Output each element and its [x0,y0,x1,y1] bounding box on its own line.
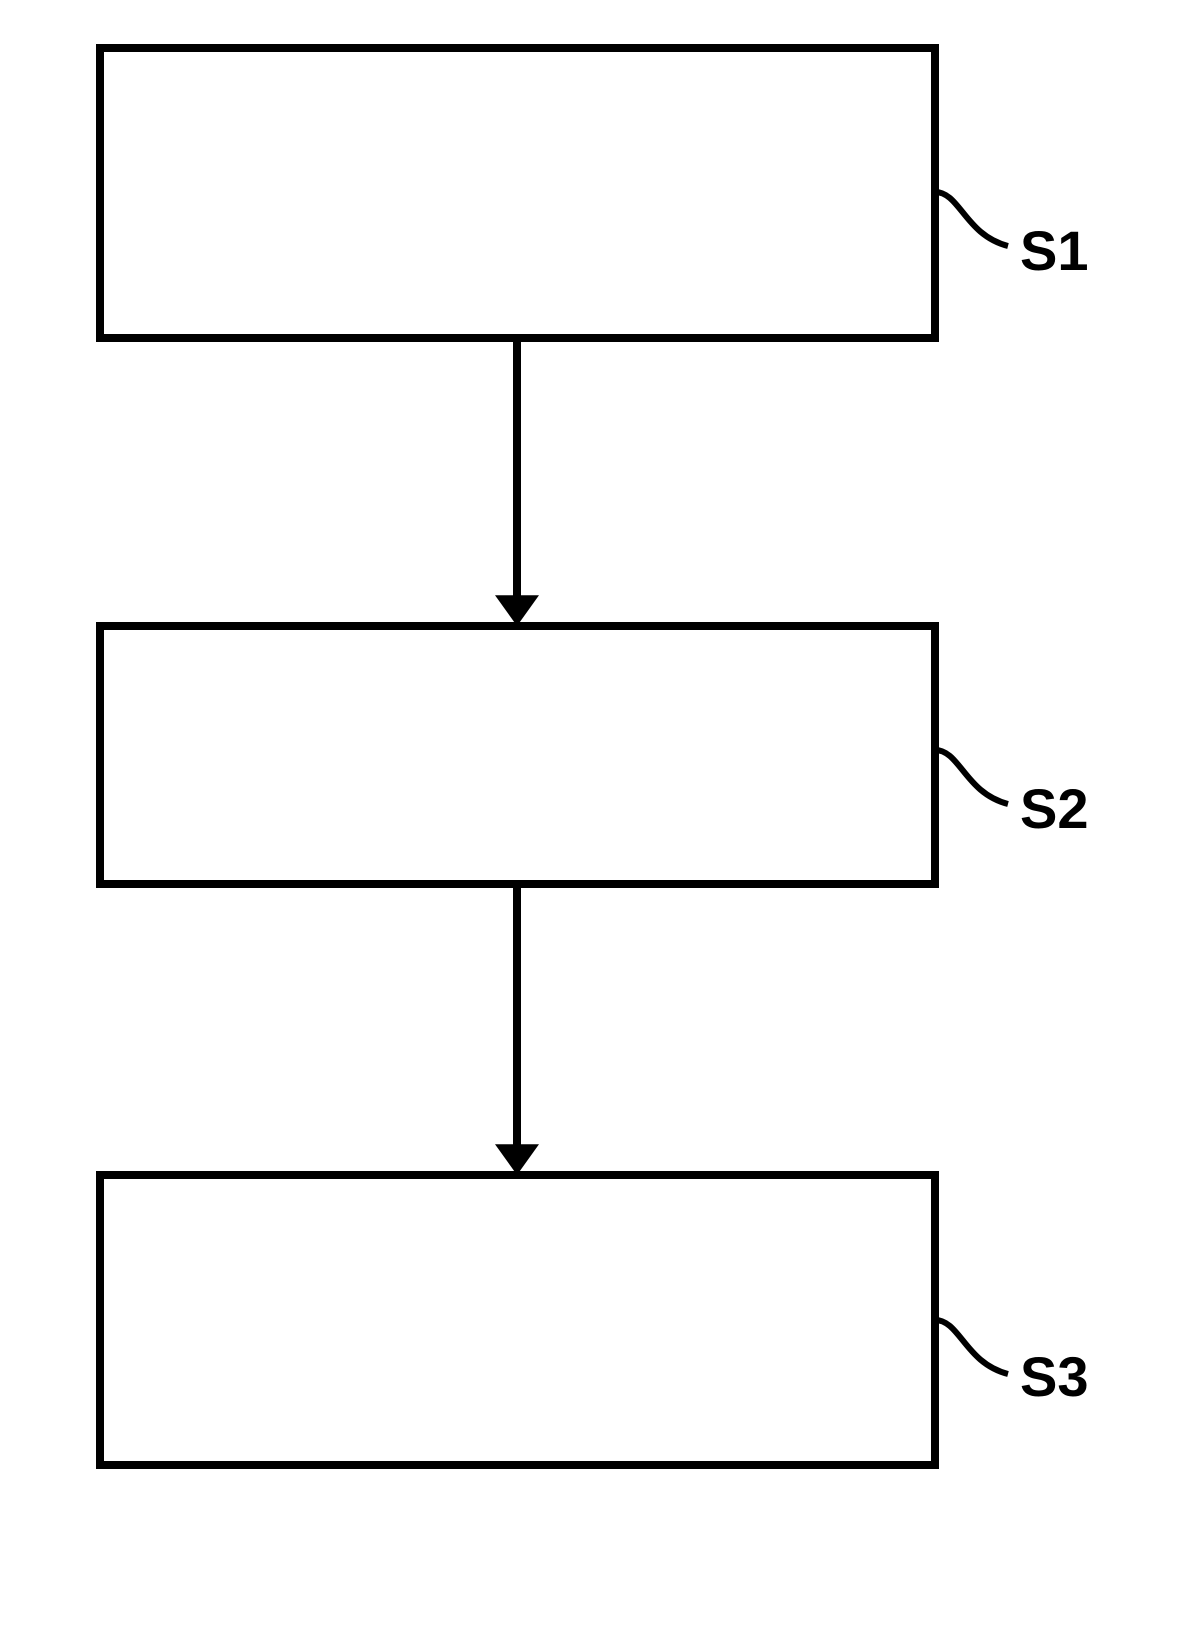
callout-s2 [935,750,1008,804]
arrowhead-s2-s3 [495,1144,539,1175]
arrowhead-s1-s2 [495,595,539,626]
label-s2: S2 [1020,776,1089,841]
label-s3: S3 [1020,1344,1089,1409]
node-s1 [100,48,935,338]
node-s3 [100,1175,935,1465]
node-s2 [100,626,935,884]
callout-s1 [935,192,1008,246]
label-s1: S1 [1020,218,1089,283]
callout-s3 [935,1320,1008,1374]
